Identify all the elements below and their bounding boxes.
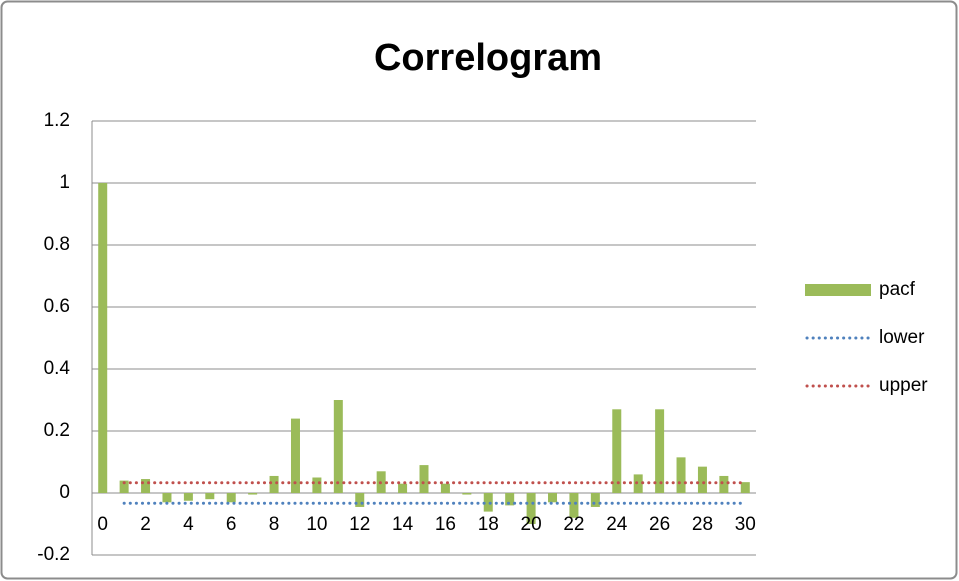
bar <box>697 466 707 493</box>
x-tick-label: 6 <box>226 514 237 535</box>
x-tick-label: 30 <box>735 514 756 535</box>
bar <box>740 482 750 493</box>
x-tick-label: 18 <box>478 514 499 535</box>
x-tick-label: 26 <box>649 514 670 535</box>
bar <box>633 474 643 493</box>
bar <box>719 475 729 493</box>
bar <box>333 400 343 493</box>
y-tick-label: 1 <box>59 172 70 193</box>
y-tick-label: 1.2 <box>44 110 70 131</box>
y-tick-label: 0.4 <box>44 358 71 379</box>
x-tick-label: 10 <box>306 514 327 535</box>
bar <box>569 493 579 518</box>
y-tick-label: 0 <box>59 482 70 503</box>
y-tick-label: -0.2 <box>37 544 70 565</box>
bar <box>483 493 493 512</box>
legend-label: lower <box>879 327 925 348</box>
bar <box>162 493 172 503</box>
y-tick-label: 0.6 <box>44 296 70 317</box>
x-tick-label: 16 <box>435 514 456 535</box>
bar <box>655 409 665 493</box>
x-tick-label: 8 <box>269 514 280 535</box>
bar <box>183 493 193 501</box>
bar <box>119 480 129 493</box>
bar <box>612 409 622 493</box>
bar <box>205 493 215 500</box>
x-tick-label: 14 <box>392 514 414 535</box>
x-tick-label: 28 <box>692 514 713 535</box>
bar <box>226 493 236 503</box>
bar <box>290 418 300 493</box>
x-tick-label: 4 <box>183 514 194 535</box>
x-tick-label: 2 <box>140 514 151 535</box>
chart-title: Correlogram <box>374 37 602 79</box>
bar <box>398 483 408 493</box>
bar <box>590 493 600 507</box>
y-tick-label: 0.2 <box>44 420 70 441</box>
legend-label: upper <box>879 375 928 396</box>
legend-label: pacf <box>879 279 916 300</box>
bar <box>269 475 279 493</box>
bar <box>98 183 108 493</box>
bar <box>505 493 515 506</box>
x-tick-label: 12 <box>349 514 370 535</box>
bar <box>355 493 365 507</box>
legend-swatch <box>805 284 871 296</box>
bar <box>312 477 322 493</box>
bar <box>676 457 686 493</box>
bar <box>548 493 558 503</box>
x-tick-label: 22 <box>563 514 584 535</box>
x-tick-label: 24 <box>606 514 628 535</box>
bar <box>141 479 151 493</box>
bar <box>462 493 472 495</box>
bar <box>419 465 429 493</box>
x-tick-label: 0 <box>97 514 108 535</box>
x-tick-label: 20 <box>521 514 542 535</box>
bar <box>248 493 258 495</box>
bar <box>440 483 450 493</box>
bar <box>526 493 536 524</box>
y-tick-label: 0.8 <box>44 234 70 255</box>
